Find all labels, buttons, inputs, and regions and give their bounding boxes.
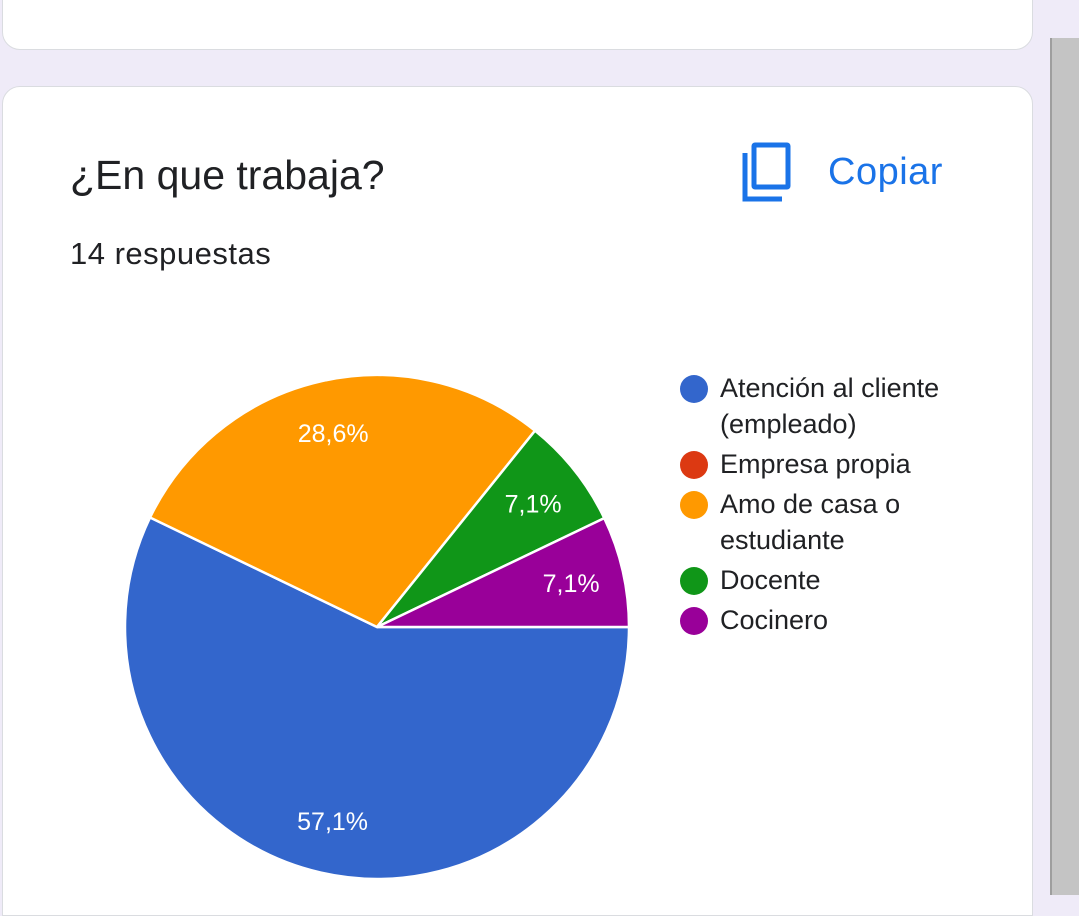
chart-legend: Atención al cliente (empleado) Empresa pr… (680, 370, 980, 642)
legend-swatch (680, 375, 708, 403)
scrollbar[interactable] (1050, 38, 1079, 895)
pie-slice-label-cocinero: 7,1% (543, 570, 600, 598)
pie-slice-label-atencion-al-cliente-empleado: 57,1% (297, 808, 368, 836)
pie-slice-label-docente: 7,1% (505, 490, 562, 518)
legend-label: Atención al cliente (empleado) (720, 370, 970, 442)
legend-item-amo-de-casa-o-estudiante: Amo de casa o estudiante (680, 486, 980, 558)
legend-item-empresa-propia: Empresa propia (680, 446, 980, 482)
legend-swatch (680, 607, 708, 635)
legend-label: Amo de casa o estudiante (720, 486, 970, 558)
legend-item-atencion-al-cliente-empleado: Atención al cliente (empleado) (680, 370, 980, 442)
legend-swatch (680, 491, 708, 519)
legend-swatch (680, 451, 708, 479)
legend-label: Empresa propia (720, 446, 970, 482)
pie-slice-label-amo-de-casa-o-estudiante: 28,6% (298, 420, 369, 448)
legend-label: Cocinero (720, 602, 970, 638)
legend-item-cocinero: Cocinero (680, 602, 980, 638)
legend-item-docente: Docente (680, 562, 980, 598)
legend-swatch (680, 567, 708, 595)
legend-label: Docente (720, 562, 970, 598)
pie-slices (125, 375, 629, 879)
